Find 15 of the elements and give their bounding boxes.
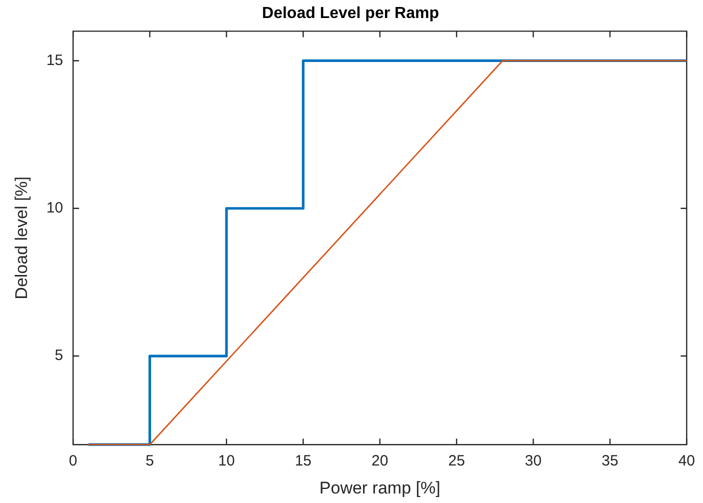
x-tick-label: 0 [68, 452, 78, 470]
x-tick-label: 20 [372, 452, 388, 470]
x-tick-label: 15 [294, 452, 312, 470]
y-axis-title: Deload level [%] [12, 176, 31, 300]
chart-title: Deload Level per Ramp [262, 5, 440, 22]
x-tick-label: 35 [602, 452, 618, 470]
y-tick-label: 10 [46, 200, 64, 217]
x-tick-label: 40 [678, 452, 695, 470]
x-axis-title: Power ramp [%] [319, 478, 440, 498]
y-tick-label: 5 [54, 347, 64, 364]
x-tick-label: 30 [524, 452, 542, 470]
y-tick-label: 15 [46, 52, 64, 69]
x-tick-label: 10 [218, 452, 235, 470]
x-tick-label: 5 [146, 452, 154, 470]
x-tick-label: 25 [448, 452, 465, 470]
